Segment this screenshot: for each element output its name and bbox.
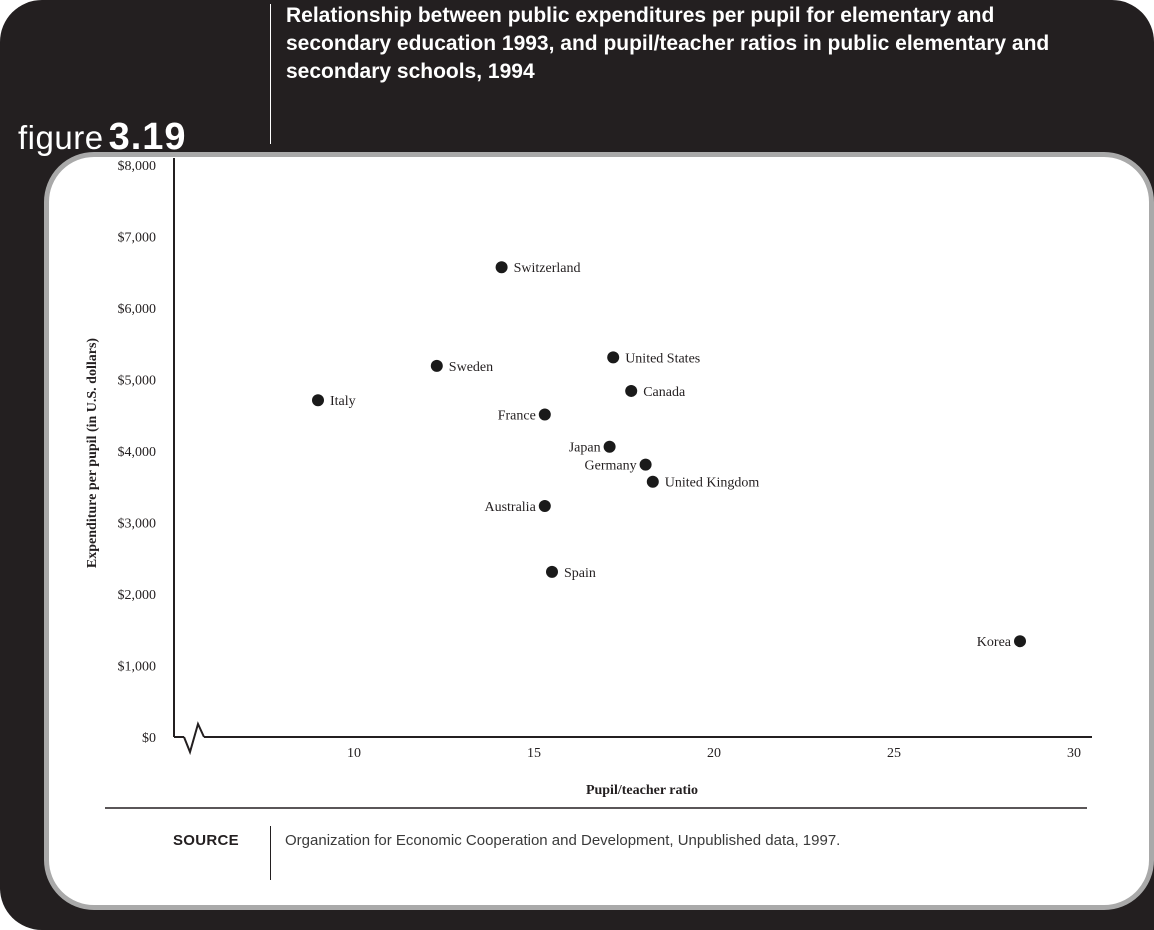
data-point xyxy=(1014,635,1026,648)
x-tick-label: 20 xyxy=(707,746,721,761)
data-point-label: Australia xyxy=(484,500,536,515)
x-tick-label: 30 xyxy=(1067,746,1081,761)
figure-number-label: figure 3.19 xyxy=(18,118,268,156)
y-tick-label: $4,000 xyxy=(118,445,157,460)
data-point-label: Korea xyxy=(977,635,1012,650)
data-point xyxy=(312,394,324,407)
tick-labels: $0 $1,000 $2,000 $3,000 $4,000 $5,000 $6,000 $7… xyxy=(118,159,1082,761)
y-axis-label: Expenditure per pupil (in U.S. dollars) xyxy=(85,338,100,568)
x-tick-label: 25 xyxy=(887,746,901,761)
y-tick-label: $1,000 xyxy=(118,660,157,675)
source-text: Organization for Economic Cooperation an… xyxy=(285,832,841,849)
data-point xyxy=(639,458,652,471)
data-point xyxy=(625,384,638,397)
data-point-label: Spain xyxy=(564,566,596,581)
data-point-label: Canada xyxy=(643,385,686,400)
y-tick-label: $8,000 xyxy=(118,159,157,174)
title-divider xyxy=(270,4,271,144)
x-tick-label: 10 xyxy=(347,746,361,761)
data-point-label: United States xyxy=(625,351,700,366)
data-point xyxy=(546,565,558,578)
data-point xyxy=(538,500,551,513)
data-point-label: Germany xyxy=(585,459,637,474)
figure-title: Relationship between public expenditures… xyxy=(286,4,1050,83)
figure-number: 3.19 xyxy=(108,116,187,158)
y-tick-label: $2,000 xyxy=(118,588,157,603)
data-point-label: Sweden xyxy=(449,360,493,375)
axes xyxy=(173,158,1092,756)
data-point-label: Switzerland xyxy=(514,261,581,276)
data-point-label: Italy xyxy=(330,394,356,409)
y-tick-label: $7,000 xyxy=(118,231,157,246)
data-point xyxy=(607,351,620,364)
data-point xyxy=(646,475,659,488)
data-point-label: France xyxy=(498,409,536,424)
data-points: Switzerland Sweden United States Canada Ital… xyxy=(312,261,1026,650)
source-label: SOURCE xyxy=(173,832,239,849)
y-tick-label: $3,000 xyxy=(118,517,157,532)
data-point xyxy=(430,359,443,372)
figure-word: figure xyxy=(18,119,104,156)
y-tick-label: $6,000 xyxy=(118,302,157,317)
y-tick-label: $0 xyxy=(142,731,156,746)
source-divider xyxy=(270,826,271,880)
y-tick-label: $5,000 xyxy=(118,374,157,389)
chart-panel xyxy=(44,152,1154,910)
data-point-label: Japan xyxy=(569,441,601,456)
data-point-label: United Kingdom xyxy=(665,476,760,491)
x-axis-break xyxy=(183,721,205,756)
x-axis-label: Pupil/teacher ratio xyxy=(586,783,698,798)
x-tick-label: 15 xyxy=(527,746,541,761)
data-point xyxy=(603,440,616,453)
data-point xyxy=(538,408,551,421)
data-point xyxy=(495,261,508,274)
